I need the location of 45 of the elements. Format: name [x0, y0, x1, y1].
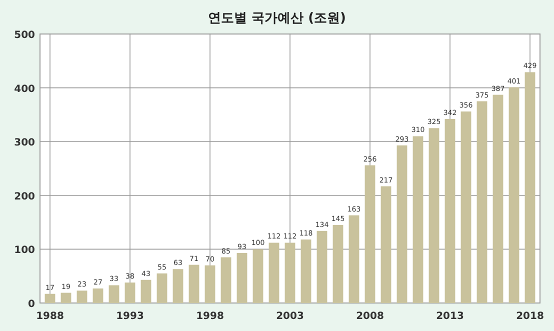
bar [172, 269, 184, 303]
x-tick-label: 2013 [436, 311, 464, 322]
bar [76, 290, 88, 303]
bar [300, 240, 312, 303]
bar [476, 101, 488, 303]
bar [396, 145, 408, 303]
bar [60, 292, 72, 303]
bar [364, 165, 376, 303]
x-tick-label: 1993 [116, 311, 144, 322]
bar [284, 242, 296, 303]
bar [44, 294, 56, 303]
bar [428, 128, 440, 303]
y-tick-label: 100 [14, 245, 36, 256]
x-tick-label: 2018 [516, 311, 544, 322]
bar [188, 264, 200, 303]
bar [492, 94, 504, 303]
bar [268, 242, 280, 303]
bar [140, 280, 152, 303]
bar [412, 136, 424, 303]
bar [204, 265, 216, 303]
x-tick-label: 2003 [276, 311, 304, 322]
bar [508, 87, 520, 303]
y-tick-label: 300 [14, 138, 36, 149]
bar [380, 186, 392, 303]
y-tick-label: 0 [28, 299, 36, 310]
bar [332, 224, 344, 303]
y-tick-label: 200 [14, 191, 36, 202]
bar [460, 111, 472, 303]
bar [220, 257, 232, 303]
y-tick-label: 400 [14, 84, 36, 95]
bar [108, 285, 120, 303]
x-tick-label: 1998 [196, 311, 224, 322]
bar [348, 215, 360, 303]
x-tick-label: 2008 [356, 311, 384, 322]
bar [524, 72, 536, 303]
chart-title: 연도별 국가예산 (조원) [208, 11, 346, 26]
bar [444, 119, 456, 303]
y-tick-label: 500 [14, 30, 36, 41]
bar [316, 230, 328, 303]
bar [124, 282, 136, 303]
x-tick-label: 1988 [36, 311, 64, 322]
bar [92, 288, 104, 303]
bar [252, 249, 264, 303]
bar [236, 252, 248, 303]
bar [156, 273, 168, 303]
